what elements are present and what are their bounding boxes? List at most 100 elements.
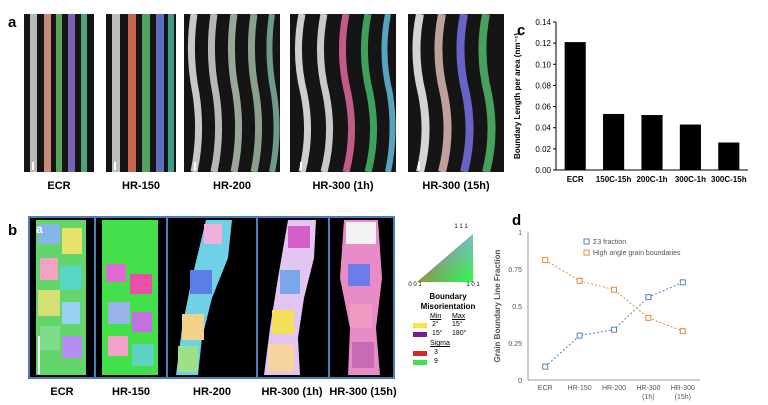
scale-bar-b bbox=[38, 336, 40, 374]
ebsd-map-hr150 bbox=[96, 218, 166, 377]
ebsd-map-ecr-image bbox=[30, 218, 94, 377]
legend-sigma-row-1: 9 bbox=[434, 358, 438, 365]
x-tick-label: ECR bbox=[538, 385, 553, 392]
ipf-label-left: 0 0 1 bbox=[408, 282, 422, 288]
legend-row-0-min: 2° bbox=[432, 321, 439, 328]
micrograph-ecr-image bbox=[24, 14, 94, 172]
y-tick-label: 0.12 bbox=[535, 39, 551, 48]
data-point bbox=[679, 328, 686, 335]
bar bbox=[603, 113, 625, 170]
micrograph-hr300-1h-image bbox=[290, 14, 396, 172]
micrograph-hr150-image bbox=[106, 14, 176, 172]
micrograph-hr300-15h-image bbox=[408, 14, 504, 172]
data-point bbox=[645, 294, 652, 301]
legend-swatch-sigma3 bbox=[413, 351, 427, 356]
y-tick-label: 0 bbox=[518, 378, 522, 385]
caption-a-2: HR-200 bbox=[213, 180, 251, 192]
micrograph-hr200 bbox=[184, 14, 280, 172]
y-tick-label: 1 bbox=[518, 230, 522, 237]
bar bbox=[679, 124, 701, 170]
legend-label: Σ3 fraction bbox=[593, 239, 626, 246]
x-tick-label: 200C-1h bbox=[636, 175, 667, 184]
legend-marker bbox=[583, 249, 590, 256]
x-tick-label: 150C-15h bbox=[596, 175, 632, 184]
inner-letter-a: a bbox=[36, 222, 43, 236]
data-point bbox=[542, 363, 549, 370]
caption-a-1: HR-150 bbox=[122, 180, 160, 192]
bar-chart-boundary-length: 0.00 0.02 0.04 0.06 0.08 0.10 0.12 0.14 ECR 150C-… bbox=[513, 18, 748, 184]
ebsd-map-hr300-1h bbox=[258, 218, 328, 377]
panel-letter-a: a bbox=[8, 14, 17, 31]
legend-sigma-row-0: 3 bbox=[434, 349, 438, 356]
ebsd-map-hr150-image bbox=[96, 218, 166, 377]
micrograph-hr300-15h bbox=[408, 14, 504, 172]
y-axis-label: Grain Boundary Line Fraction bbox=[493, 249, 502, 362]
panel-letter-b: b bbox=[8, 222, 18, 239]
bar bbox=[641, 115, 663, 170]
data-point bbox=[576, 332, 583, 339]
panel-letter-d: d bbox=[512, 212, 522, 229]
micrograph-ecr bbox=[24, 14, 94, 172]
y-tick-label: 0.00 bbox=[535, 166, 551, 175]
x-tick-label: (15h) bbox=[675, 394, 691, 401]
legend-max-header: Max bbox=[452, 313, 466, 320]
ebsd-separator-1 bbox=[94, 218, 96, 377]
caption-a-4: HR-300 (15h) bbox=[422, 180, 490, 192]
ebsd-separator-3 bbox=[256, 218, 258, 377]
series-line bbox=[544, 259, 683, 332]
legend-min-header: Min bbox=[430, 313, 442, 320]
y-tick-label: 0.06 bbox=[535, 103, 551, 112]
legend-row-0-max: 15° bbox=[452, 321, 463, 328]
series-line bbox=[544, 281, 683, 368]
caption-b-2: HR-200 bbox=[193, 386, 231, 398]
ebsd-separator-4 bbox=[328, 218, 330, 377]
ebsd-map-hr300-1h-image bbox=[258, 218, 328, 377]
legend-swatch-sigma9 bbox=[413, 360, 427, 365]
legend-row-1-min: 15° bbox=[432, 330, 443, 337]
y-tick-label: 0.5 bbox=[512, 304, 522, 311]
data-point bbox=[611, 326, 617, 333]
y-tick-label: 0.10 bbox=[535, 60, 551, 69]
x-tick-label: HR-150 bbox=[568, 385, 592, 392]
ebsd-map-hr300-15h-image bbox=[330, 218, 393, 377]
y-tick-label: 0.08 bbox=[535, 81, 551, 90]
data-point bbox=[611, 286, 617, 293]
micrograph-hr300-1h bbox=[290, 14, 396, 172]
legend-sigma-header: Sigma bbox=[430, 340, 450, 347]
ebsd-separator-2 bbox=[166, 218, 168, 377]
x-tick-label: HR-300 bbox=[671, 385, 695, 392]
caption-b-3: HR-300 (1h) bbox=[261, 386, 323, 398]
ebsd-map-hr200-image bbox=[168, 218, 256, 377]
x-tick-label: HR-300 bbox=[636, 385, 660, 392]
y-tick-label: 0.75 bbox=[508, 267, 522, 274]
data-point bbox=[576, 277, 583, 284]
ipf-color-key bbox=[417, 234, 473, 282]
legend-title-line2: Misorientation bbox=[420, 302, 476, 311]
y-tick-label: 0.25 bbox=[508, 341, 522, 348]
panel-letter-c: c bbox=[517, 22, 526, 39]
line-chart-grain-boundary-fraction: 0 0.25 0.5 0.75 1 ECR HR-150 HR-200 HR-300 (1h) HR… bbox=[493, 230, 700, 401]
caption-b-1: HR-150 bbox=[112, 386, 150, 398]
ebsd-map-hr200 bbox=[168, 218, 256, 377]
micrograph-hr200-image bbox=[184, 14, 280, 172]
x-tick-label: HR-200 bbox=[602, 385, 626, 392]
legend-row-1-max: 180° bbox=[452, 330, 467, 337]
data-point bbox=[542, 257, 549, 264]
bar bbox=[564, 42, 586, 170]
micrograph-hr150 bbox=[106, 14, 176, 172]
legend-marker bbox=[583, 238, 590, 245]
y-axis-label: Boundary Length per area (nm⁻¹) bbox=[513, 33, 522, 159]
x-tick-label: ECR bbox=[567, 175, 584, 184]
caption-b-4: HR-300 (15h) bbox=[329, 386, 397, 398]
y-tick-label: 0.02 bbox=[535, 145, 551, 154]
data-point bbox=[679, 279, 686, 286]
legend-title-line1: Boundary bbox=[429, 292, 467, 301]
bar bbox=[718, 142, 740, 170]
x-tick-label: 300C-15h bbox=[711, 175, 747, 184]
ebsd-map-ecr bbox=[30, 218, 94, 377]
legend-swatch-low-angle bbox=[413, 323, 427, 328]
ebsd-map-hr300-15h bbox=[330, 218, 393, 377]
ipf-label-top: 1 1 1 bbox=[454, 224, 468, 230]
legend-label: High angle grain boundaries bbox=[593, 250, 681, 257]
